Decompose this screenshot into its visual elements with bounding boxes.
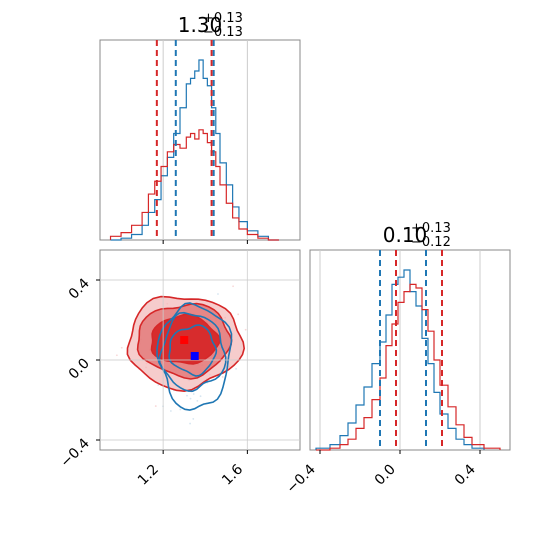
p1-title-minus: −0.13 [203, 25, 243, 40]
p2-xtick-label-0: −0.4 [283, 461, 318, 496]
blue-point-marker [190, 352, 199, 360]
panel-p1-frame [99, 39, 301, 241]
2d-sample-0-45 [157, 384, 160, 386]
panel-p1-steps [109, 59, 279, 241]
p2-hist-series-1 [316, 283, 501, 451]
2d-sample-1-8 [244, 328, 247, 331]
2d-sample-1-10 [115, 354, 118, 357]
2d-sample-0-38 [179, 408, 182, 411]
panel-2d-grid [100, 250, 300, 450]
p2-ytick-label-0: −0.4 [57, 435, 92, 470]
panel-p2-title: 0.10 [383, 223, 428, 247]
2d-sample-0-36 [196, 399, 199, 402]
2d-sample-1-29 [232, 285, 234, 288]
panel-2d: 1.2 1.6 −0.4 0.0 0.4 [57, 240, 301, 489]
2d-sample-0-18 [199, 395, 202, 398]
2d-sample-0-14 [217, 293, 219, 295]
p2-ytick-label-2: 0.4 [66, 275, 93, 302]
2d-sample-0-12 [192, 418, 195, 420]
p1-hist-series-0 [110, 59, 279, 241]
p2-xtick-label-2: 0.4 [452, 461, 479, 488]
blue-contour-0 [168, 324, 218, 377]
p2-title-minus: −0.12 [411, 235, 451, 250]
panel-p2-quantile-lines [379, 250, 443, 450]
panel-2d-points [180, 336, 199, 360]
p2-title-value: 0.10 [383, 223, 428, 247]
2d-sample-1-21 [154, 405, 157, 407]
panel-p2-grid [319, 250, 481, 450]
p2-hist-series-0 [315, 269, 485, 450]
2d-sample-0-6 [235, 367, 237, 370]
panel-p2-histogram: −0.4 0.0 0.4 0.10 +0.13 −0.12 [283, 221, 511, 497]
panel-p1-histogram: 1.30 +0.13 −0.13 [99, 11, 301, 241]
panel-p1-title: 1.30 [178, 13, 223, 37]
panel-p2-steps [315, 269, 501, 451]
2d-sample-0-33 [192, 393, 195, 395]
p2-ytick-label-1: 0.0 [66, 356, 93, 383]
p2-title-plus: +0.13 [411, 221, 451, 236]
panel-p1-grid [162, 40, 248, 240]
p1-hist-series-1 [109, 129, 279, 241]
p1-xtick-label-0: 1.2 [135, 462, 162, 489]
panel-p2-ticks: −0.4 0.0 0.4 [283, 450, 481, 497]
p1-xtick-label-1: 1.6 [219, 461, 246, 488]
2d-sample-0-30 [189, 422, 191, 425]
p1-title-plus: +0.13 [203, 11, 243, 26]
panel-p1-quantile-lines [155, 40, 215, 240]
red-point-marker [180, 336, 189, 344]
2d-sample-0-44 [169, 410, 172, 412]
blue-contour-1 [158, 311, 227, 393]
blue-contour-2 [156, 302, 233, 411]
p1-title-value: 1.30 [178, 13, 223, 37]
p2-xtick-label-1: 0.0 [372, 462, 399, 489]
2d-sample-1-24 [120, 346, 123, 349]
2d-sample-1-11 [237, 313, 240, 316]
2d-sample-1-58 [221, 376, 224, 378]
2d-sample-0-16 [186, 394, 188, 397]
2d-sample-0-51 [189, 397, 192, 400]
